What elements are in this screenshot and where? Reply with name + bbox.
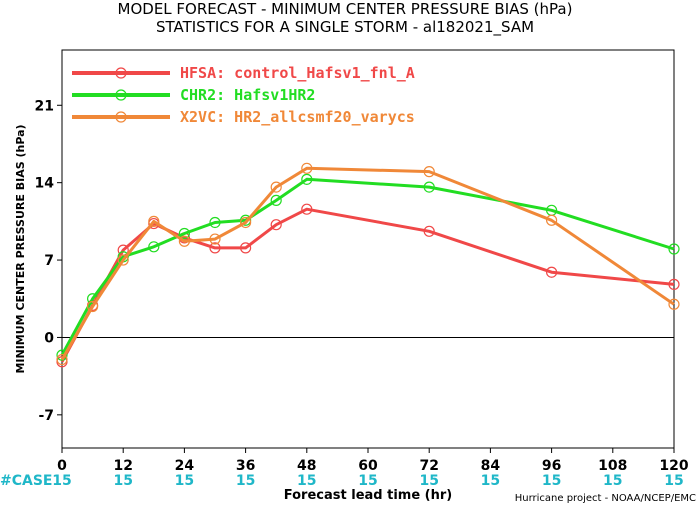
y-tick-label: 14 [35,176,55,192]
case-count: 15 [542,473,561,489]
data-point [240,242,252,254]
x-axis-label: Forecast lead time (hr) [284,488,452,503]
legend: HFSA: control_Hafsv1_fnl_A CHR2: Hafsv1HR… [72,64,415,126]
data-point [209,242,221,254]
data-point [148,241,160,253]
case-count: 15 [603,473,622,489]
data-point [270,194,282,206]
case-count: 15 [297,473,316,489]
data-point [423,181,435,193]
legend-label: X2VC: HR2_allcsmf20_varycs [180,108,415,126]
data-point [209,216,221,229]
data-point [545,214,558,226]
credit-text: Hurricane project - NOAA/NCEP/EMC [515,493,696,504]
x-tick-label: 120 [659,458,688,474]
data-point [270,181,282,193]
data-point [240,216,252,229]
chart-subtitle: STATISTICS FOR A SINGLE STORM - al182021… [156,18,534,37]
data-point [270,219,282,231]
series-line [60,207,675,363]
x-tick-label: 0 [57,458,67,474]
case-count: 15 [664,473,683,489]
legend-marker [115,89,127,101]
data-point [423,225,435,237]
data-point [301,162,313,174]
x-tick-label: 24 [175,458,195,474]
data-point [668,298,680,310]
data-point [178,227,190,240]
case-count: 15 [236,473,255,489]
chart-title: MODEL FORECAST - MINIMUM CENTER PRESSURE… [118,0,573,18]
case-count-label: #CASE [0,473,53,489]
x-tick-label: 60 [358,458,378,474]
series-line [60,177,675,356]
x-tick-label: 48 [297,458,316,474]
series-1 [56,173,680,361]
x-tick-label: 72 [419,458,438,474]
series-2 [56,162,680,366]
y-tick-label: 21 [35,98,54,114]
data-point [148,215,160,227]
x-tick-label: 84 [481,458,501,474]
series-group [56,162,680,368]
y-tick-label: -7 [38,408,54,424]
data-point [56,349,68,361]
x-tick-label: 12 [113,458,132,474]
case-count: 15 [481,473,500,489]
series-line [60,166,675,361]
legend-marker [115,111,127,123]
axes: -707142101512152415361548156015721584159… [35,98,689,489]
data-point [301,203,313,215]
data-point [545,266,558,278]
x-tick-label: 108 [598,458,627,474]
legend-label: CHR2: Hafsv1HR2 [180,86,315,104]
x-tick-label: 96 [542,458,561,474]
data-point [86,300,99,313]
legend-marker [115,67,127,79]
y-axis-label: MINIMUM CENTER PRESSURE BIAS (hPa) [14,124,27,373]
case-count: 15 [52,473,71,489]
y-tick-label: 7 [44,253,54,269]
series-0 [56,203,680,368]
data-point [117,254,129,266]
legend-label: HFSA: control_Hafsv1_fnl_A [180,64,415,82]
data-point [56,353,68,366]
data-point [209,233,221,245]
data-point [178,235,190,247]
data-point [423,166,435,178]
case-count: 15 [419,473,438,489]
case-count: 15 [358,473,377,489]
case-count: 15 [175,473,194,489]
data-point [668,278,680,290]
data-point [668,243,680,255]
x-tick-label: 36 [236,458,255,474]
y-tick-label: 0 [44,330,54,346]
case-count: 15 [113,473,132,489]
data-point [301,173,313,185]
